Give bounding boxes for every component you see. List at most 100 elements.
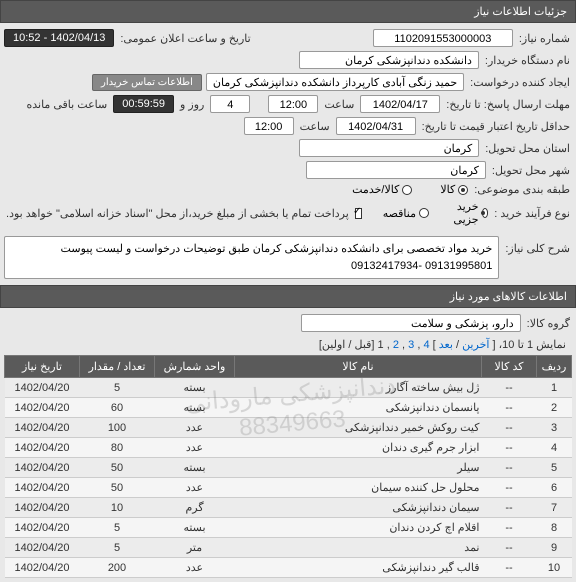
table-cell: 5 xyxy=(80,538,155,558)
deadline-days-label: روز و xyxy=(178,98,206,111)
table-cell: 100 xyxy=(80,418,155,438)
radio-icon xyxy=(402,185,412,195)
table-cell: عدد xyxy=(155,418,235,438)
need-number-label: شماره نیاز: xyxy=(517,32,572,45)
category-option-1[interactable]: کالا/خدمت xyxy=(352,183,412,196)
table-cell: 1402/04/20 xyxy=(5,518,80,538)
process-option-1[interactable]: مناقصه xyxy=(383,207,429,220)
table-row: 6--محلول حل کننده سیمانعدد501402/04/20 xyxy=(5,478,572,498)
requester-value: حمید زنگی آبادی کارپرداز دانشکده دندانپز… xyxy=(206,73,464,91)
table-cell: 1402/04/20 xyxy=(5,398,80,418)
pagination-last[interactable]: آخرین xyxy=(462,339,489,351)
table-cell: 9 xyxy=(537,538,572,558)
table-row: 4--ابزار جرم گیری دندانعدد801402/04/20 xyxy=(5,438,572,458)
table-cell: 200 xyxy=(80,558,155,578)
pagination-next[interactable]: بعد xyxy=(439,339,453,351)
validity-label: حداقل تاریخ اعتبار قیمت تا تاریخ: xyxy=(420,120,572,133)
pagination-suffix: [قبل / اولین] xyxy=(319,339,375,351)
deadline-label: مهلت ارسال پاسخ: تا تاریخ: xyxy=(444,98,572,111)
process-opt1-label: مناقصه xyxy=(383,207,416,220)
table-cell: اقلام اچ کردن دندان xyxy=(235,518,482,538)
table-cell: 1 xyxy=(537,378,572,398)
table-cell: -- xyxy=(482,378,537,398)
table-cell: نمد xyxy=(235,538,482,558)
table-cell: قالب گیر دندانپزشکی xyxy=(235,558,482,578)
table-header: تاریخ نیاز xyxy=(5,356,80,378)
items-table: ردیفکد کالانام کالاواحد شمارشتعداد / مقد… xyxy=(4,355,572,578)
table-cell: 3 xyxy=(537,418,572,438)
table-row: 3--کیت روکش خمیر دندانپزشکیعدد1001402/04… xyxy=(5,418,572,438)
table-cell: 5 xyxy=(80,518,155,538)
countdown: 00:59:59 xyxy=(113,95,174,113)
table-cell: 4 xyxy=(537,438,572,458)
table-cell: -- xyxy=(482,498,537,518)
summary-value: خرید مواد تخصصی برای دانشکده دندانپزشکی … xyxy=(4,236,499,279)
table-row: 5--سیلربسته501402/04/20 xyxy=(5,458,572,478)
category-opt1-label: کالا/خدمت xyxy=(352,183,399,196)
buyer-org-label: نام دستگاه خریدار: xyxy=(483,54,572,67)
table-cell: پانسمان دندانپزشکی xyxy=(235,398,482,418)
pagination-page[interactable]: 2 xyxy=(393,339,399,351)
announce-date-label: تاریخ و ساعت اعلان عمومی: xyxy=(118,32,252,45)
validity-time-label: ساعت xyxy=(298,120,332,133)
payment-note: پرداخت تمام یا بخشی از مبلغ خرید،از محل … xyxy=(4,207,351,220)
province-value: کرمان xyxy=(299,139,479,157)
process-opt0-label: خرید جزیی xyxy=(449,200,478,226)
table-cell: 1402/04/20 xyxy=(5,498,80,518)
deadline-remain-label: ساعت باقی مانده xyxy=(24,98,109,111)
summary-label: شرح کلی نیاز: xyxy=(503,236,572,255)
table-cell: 5 xyxy=(537,458,572,478)
details-header: جزئیات اطلاعات نیاز xyxy=(0,0,576,23)
table-cell: -- xyxy=(482,398,537,418)
table-cell: 7 xyxy=(537,498,572,518)
deadline-time-label: ساعت xyxy=(322,98,356,111)
table-cell: ابزار جرم گیری دندان xyxy=(235,438,482,458)
table-cell: 60 xyxy=(80,398,155,418)
table-cell: محلول حل کننده سیمان xyxy=(235,478,482,498)
table-row: 7--سیمان دندانپزشکیگرم101402/04/20 xyxy=(5,498,572,518)
table-cell: سیلر xyxy=(235,458,482,478)
pagination: نمایش 1 تا 10، [ آخرین / بعد ] 4 , 3 , 2… xyxy=(4,334,572,355)
category-opt0-label: کالا xyxy=(440,183,455,196)
deadline-date: 1402/04/17 xyxy=(360,95,440,113)
table-cell: 1402/04/20 xyxy=(5,378,80,398)
contact-button[interactable]: اطلاعات تماس خریدار xyxy=(92,74,202,91)
buyer-org-value: دانشکده دندانپزشکی کرمان xyxy=(299,51,479,69)
table-cell: 50 xyxy=(80,458,155,478)
items-header: اطلاعات کالاهای مورد نیاز xyxy=(0,285,576,308)
pagination-current: 1 xyxy=(378,339,384,351)
city-value: کرمان xyxy=(306,161,486,179)
process-option-0[interactable]: خرید جزیی xyxy=(449,200,488,226)
table-cell: عدد xyxy=(155,478,235,498)
table-cell: -- xyxy=(482,418,537,438)
pagination-page[interactable]: 4 xyxy=(423,339,429,351)
table-cell: ژل بیش ساخته آگارز xyxy=(235,378,482,398)
validity-time: 12:00 xyxy=(244,117,294,135)
table-row: 9--نمدمتر51402/04/20 xyxy=(5,538,572,558)
payment-checkbox[interactable] xyxy=(355,208,363,219)
group-label: گروه کالا: xyxy=(525,317,572,330)
table-cell: عدد xyxy=(155,438,235,458)
radio-icon xyxy=(482,208,489,218)
table-header: ردیف xyxy=(537,356,572,378)
table-cell: 1402/04/20 xyxy=(5,458,80,478)
table-cell: بسته xyxy=(155,378,235,398)
table-cell: -- xyxy=(482,538,537,558)
table-cell: -- xyxy=(482,478,537,498)
table-cell: -- xyxy=(482,558,537,578)
table-cell: بسته xyxy=(155,518,235,538)
table-cell: 1402/04/20 xyxy=(5,438,80,458)
table-cell: 1402/04/20 xyxy=(5,478,80,498)
table-cell: 1402/04/20 xyxy=(5,418,80,438)
table-cell: 1402/04/20 xyxy=(5,558,80,578)
category-option-0[interactable]: کالا xyxy=(440,183,468,196)
category-label: طبقه بندی موضوعی: xyxy=(472,183,572,196)
table-header: نام کالا xyxy=(235,356,482,378)
pagination-page[interactable]: 3 xyxy=(408,339,414,351)
table-cell: متر xyxy=(155,538,235,558)
table-header: تعداد / مقدار xyxy=(80,356,155,378)
table-cell: 5 xyxy=(80,378,155,398)
table-cell: 6 xyxy=(537,478,572,498)
table-cell: گرم xyxy=(155,498,235,518)
pagination-prefix: نمایش 1 تا 10، [ xyxy=(493,339,567,351)
